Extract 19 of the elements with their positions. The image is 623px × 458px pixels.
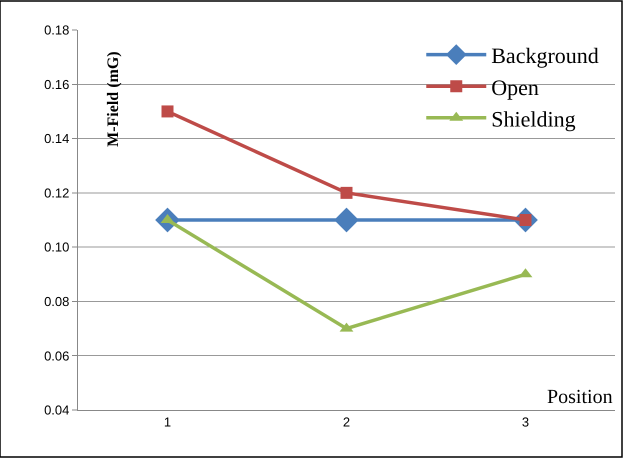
x-tick-label: 2 [342, 414, 350, 430]
x-tick-label: 1 [164, 414, 172, 430]
x-tick-label: 3 [522, 414, 530, 430]
legend-label: Background [491, 43, 599, 68]
legend-label: Shielding [491, 106, 576, 132]
y-tick-label: 0.06 [44, 348, 70, 364]
point [334, 208, 359, 232]
x-axis-title: Position [547, 386, 613, 408]
point [340, 186, 352, 199]
legend-label: Open [491, 74, 539, 100]
y-tick-label: 0.10 [44, 240, 70, 255]
y-axis-title: M-Field (mG) [104, 51, 122, 147]
y-tick-label: 0.16 [44, 76, 70, 92]
y-tick-label: 0.18 [44, 22, 70, 38]
y-tick-label: 0.14 [44, 131, 70, 146]
y-tick-label: 0.12 [44, 185, 70, 200]
point [162, 105, 174, 118]
y-tick-label: 0.08 [44, 294, 70, 309]
y-tick-label: 0.04 [44, 402, 70, 418]
